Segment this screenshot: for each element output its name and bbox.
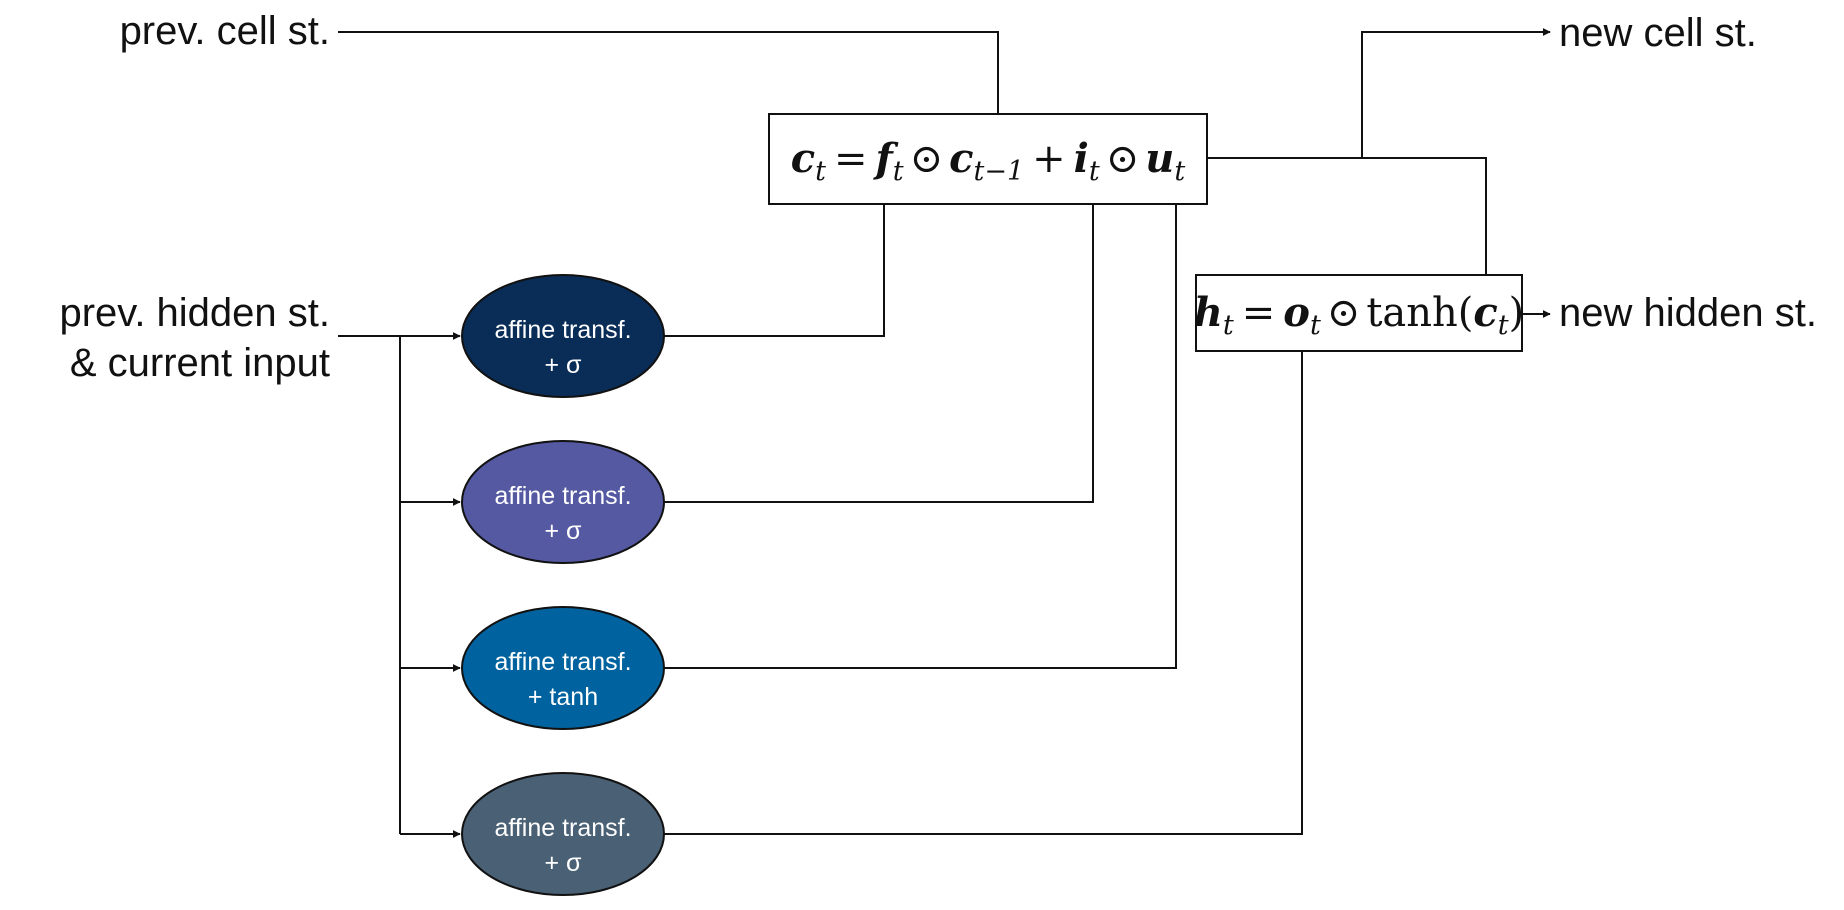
candidate-ellipse <box>461 606 665 730</box>
new-cell-wire <box>1361 28 1551 158</box>
input-gate-ellipse <box>461 440 665 564</box>
output-gate-wire <box>664 329 1306 835</box>
output-gate-ellipse <box>461 772 665 896</box>
input-gate-label: affine transf. <box>494 482 631 510</box>
forget-gate-activation: + σ <box>545 351 583 379</box>
hidden-state-equation: ht = ot ⊙ tanh(ct) <box>1194 289 1524 341</box>
connectors <box>338 28 1551 838</box>
forget-gate-node: affine transf. + σ <box>461 274 665 398</box>
new-cell-state-label: new cell st. <box>1559 11 1757 55</box>
forget-gate-wire <box>664 181 888 337</box>
forget-gate-ellipse <box>461 274 665 398</box>
output-gate-label: affine transf. <box>494 814 631 842</box>
hidden-equation-box <box>1195 274 1523 352</box>
candidate-activation: + tanh <box>528 683 598 711</box>
prev-cell-wire <box>338 31 1002 149</box>
output-gate-activation: + σ <box>545 849 583 877</box>
candidate-node: affine transf. + tanh <box>461 606 665 730</box>
input-gate-activation: + σ <box>545 517 583 545</box>
input-gate-node: affine transf. + σ <box>461 440 665 564</box>
cell-output-wire <box>1207 157 1490 299</box>
candidate-wire <box>664 181 1180 669</box>
output-gate-node: affine transf. + σ <box>461 772 665 896</box>
candidate-label: affine transf. <box>494 648 631 676</box>
current-input-label: & current input <box>70 341 330 385</box>
input-trunk-wire <box>338 335 401 834</box>
prev-cell-state-label: prev. cell st. <box>120 9 330 53</box>
input-gate-wire <box>664 181 1097 503</box>
forget-gate-label: affine transf. <box>494 316 631 344</box>
prev-hidden-state-label: prev. hidden st. <box>59 291 330 335</box>
new-hidden-state-label: new hidden st. <box>1559 291 1817 335</box>
cell-equation-box <box>768 113 1208 205</box>
cell-state-equation: ct = ft ⊙ ct−1 + it ⊙ ut <box>791 135 1186 187</box>
